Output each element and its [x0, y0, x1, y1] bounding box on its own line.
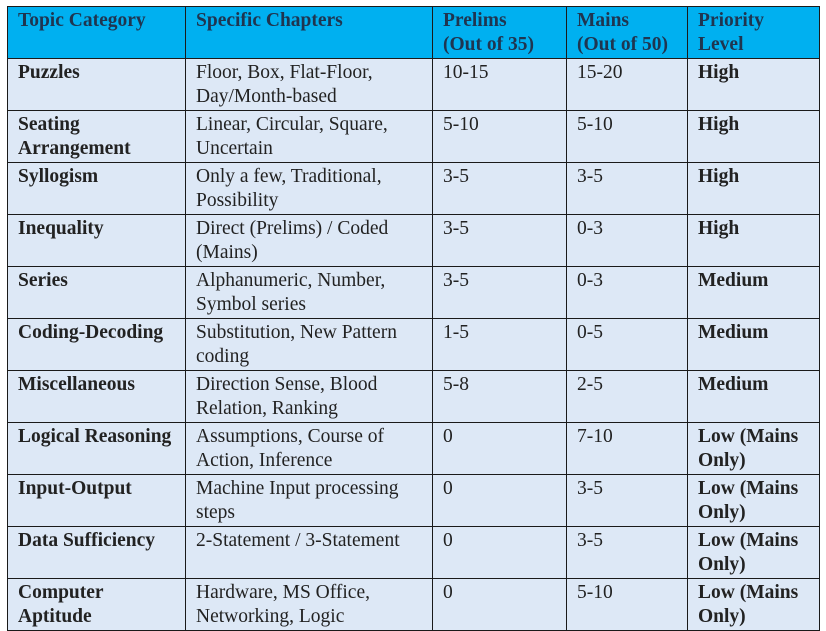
chapters-cell: 2-Statement / 3-Statement	[185, 526, 433, 579]
topic-category-cell: Syllogism	[7, 162, 186, 215]
header-row: Topic Category Specific Chapters Prelims…	[7, 6, 820, 59]
topic-category-cell: Coding-Decoding	[7, 318, 186, 371]
header-priority-level: Priority Level	[687, 6, 820, 59]
chapters-cell: Machine Input processing steps	[185, 474, 433, 527]
priority-cell: High	[687, 162, 820, 215]
mains-cell: 5-10	[566, 110, 688, 163]
topic-category-cell: Inequality	[7, 214, 186, 267]
chapters-cell: Only a few, Traditional, Possibility	[185, 162, 433, 215]
priority-cell: Medium	[687, 318, 820, 371]
prelims-cell: 3-5	[432, 162, 567, 215]
prelims-cell: 3-5	[432, 266, 567, 319]
chapters-cell: Alphanumeric, Number, Symbol series	[185, 266, 433, 319]
table-row: Input-Output Machine Input processing ste…	[7, 474, 820, 527]
table-row: Miscellaneous Direction Sense, Blood Rela…	[7, 370, 820, 423]
prelims-cell: 10-15	[432, 58, 567, 111]
header-specific-chapters: Specific Chapters	[185, 6, 433, 59]
topic-category-cell: Series	[7, 266, 186, 319]
priority-cell: Low (Mains Only)	[687, 474, 820, 527]
topic-category-cell: Computer Aptitude	[7, 578, 186, 631]
table-row: Logical Reasoning Assumptions, Course of …	[7, 422, 820, 475]
prelims-cell: 0	[432, 526, 567, 579]
topic-category-cell: Data Sufficiency	[7, 526, 186, 579]
topic-category-cell: Miscellaneous	[7, 370, 186, 423]
mains-cell: 5-10	[566, 578, 688, 631]
priority-cell: High	[687, 214, 820, 267]
table-row: Computer Aptitude Hardware, MS Office, Ne…	[7, 578, 820, 631]
table-row: Seating Arrangement Linear, Circular, Squ…	[7, 110, 820, 163]
header-prelims: Prelims (Out of 35)	[432, 6, 567, 59]
mains-cell: 0-3	[566, 266, 688, 319]
mains-cell: 0-3	[566, 214, 688, 267]
table-row: Syllogism Only a few, Traditional, Possib…	[7, 162, 820, 215]
table-row: Data Sufficiency 2-Statement / 3-Statemen…	[7, 526, 820, 579]
topic-priority-table: Topic Category Specific Chapters Prelims…	[7, 6, 820, 631]
table-row: Inequality Direct (Prelims) / Coded (Main…	[7, 214, 820, 267]
mains-cell: 0-5	[566, 318, 688, 371]
header-topic-category: Topic Category	[7, 6, 186, 59]
priority-cell: Low (Mains Only)	[687, 578, 820, 631]
chapters-cell: Substitution, New Pattern coding	[185, 318, 433, 371]
table-row: Coding-Decoding Substitution, New Pattern…	[7, 318, 820, 371]
priority-cell: High	[687, 110, 820, 163]
chapters-cell: Direction Sense, Blood Relation, Ranking	[185, 370, 433, 423]
mains-cell: 3-5	[566, 162, 688, 215]
table-row: Series Alphanumeric, Number, Symbol serie…	[7, 266, 820, 319]
prelims-cell: 3-5	[432, 214, 567, 267]
prelims-cell: 1-5	[432, 318, 567, 371]
chapters-cell: Linear, Circular, Square, Uncertain	[185, 110, 433, 163]
mains-cell: 3-5	[566, 526, 688, 579]
chapters-cell: Direct (Prelims) / Coded (Mains)	[185, 214, 433, 267]
header-mains: Mains (Out of 50)	[566, 6, 688, 59]
priority-cell: High	[687, 58, 820, 111]
topic-category-cell: Seating Arrangement	[7, 110, 186, 163]
priority-cell: Medium	[687, 370, 820, 423]
mains-cell: 2-5	[566, 370, 688, 423]
priority-cell: Low (Mains Only)	[687, 422, 820, 475]
chapters-cell: Hardware, MS Office, Networking, Logic	[185, 578, 433, 631]
mains-cell: 15-20	[566, 58, 688, 111]
topic-category-cell: Puzzles	[7, 58, 186, 111]
mains-cell: 7-10	[566, 422, 688, 475]
chapters-cell: Floor, Box, Flat-Floor, Day/Month-based	[185, 58, 433, 111]
prelims-cell: 0	[432, 422, 567, 475]
topic-category-cell: Logical Reasoning	[7, 422, 186, 475]
chapters-cell: Assumptions, Course of Action, Inference	[185, 422, 433, 475]
mains-cell: 3-5	[566, 474, 688, 527]
prelims-cell: 5-10	[432, 110, 567, 163]
prelims-cell: 0	[432, 578, 567, 631]
priority-cell: Medium	[687, 266, 820, 319]
topic-category-cell: Input-Output	[7, 474, 186, 527]
prelims-cell: 5-8	[432, 370, 567, 423]
prelims-cell: 0	[432, 474, 567, 527]
priority-cell: Low (Mains Only)	[687, 526, 820, 579]
table-row: Puzzles Floor, Box, Flat-Floor, Day/Month…	[7, 58, 820, 111]
